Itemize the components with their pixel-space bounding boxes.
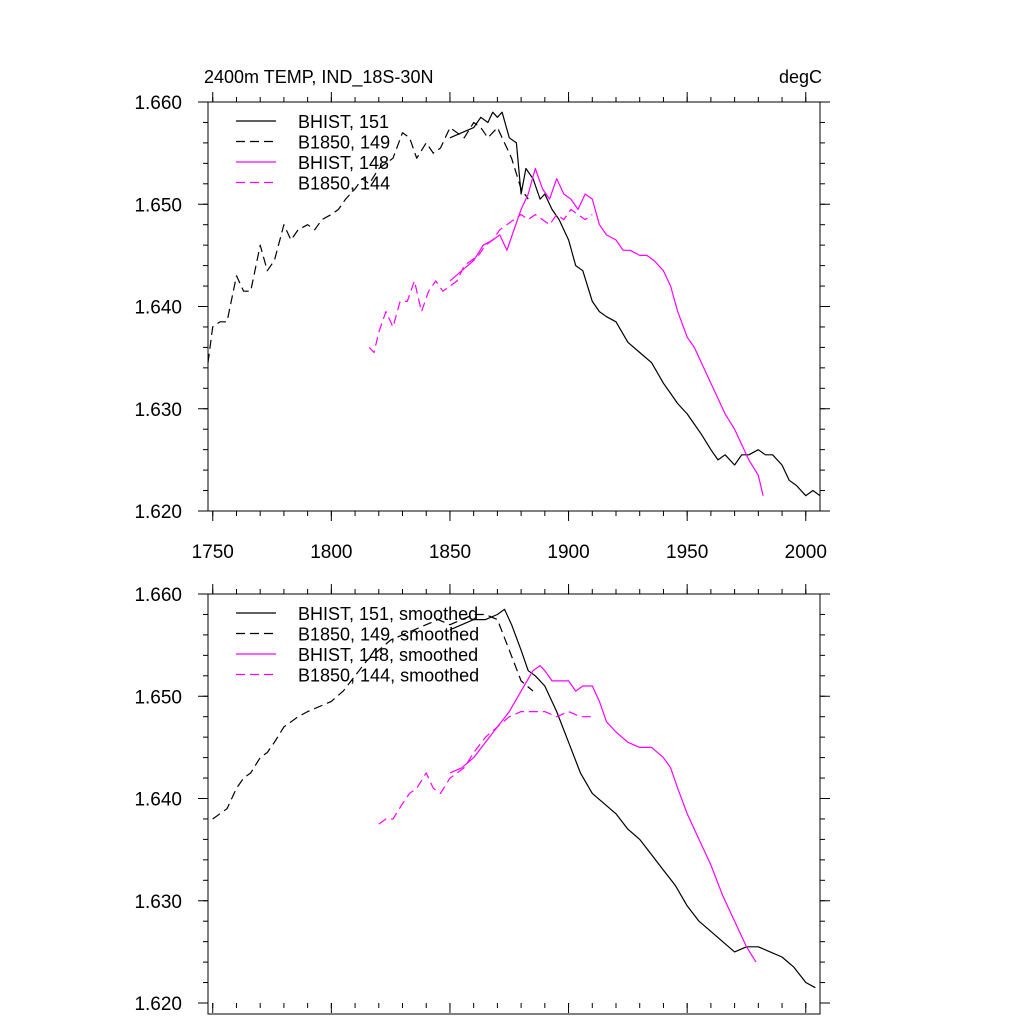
y-tick-label: 1.640 bbox=[134, 298, 182, 319]
y-tick-label: 1.660 bbox=[134, 585, 182, 606]
x-tick-label: 1750 bbox=[192, 542, 234, 563]
x-tick-label: 1800 bbox=[310, 542, 352, 563]
legend-label-0: BHIST, 151, smoothed bbox=[298, 604, 478, 624]
top-series-group bbox=[207, 111, 821, 497]
legend-label-2: BHIST, 148, smoothed bbox=[298, 645, 478, 665]
top-y-axis: 1.620 1.630 1.640 1.650 1.660 bbox=[134, 93, 830, 523]
y-tick-label: 1.620 bbox=[134, 502, 182, 523]
legend-label-0: BHIST, 151 bbox=[298, 112, 389, 132]
series-line-0 bbox=[449, 608, 816, 989]
y-tick-label: 1.640 bbox=[134, 790, 182, 811]
y-tick-label: 1.660 bbox=[134, 93, 182, 114]
series-line-1 bbox=[212, 613, 534, 820]
series-line-1 bbox=[207, 121, 529, 363]
y-tick-label: 1.620 bbox=[134, 994, 182, 1015]
x-tick-label: 1900 bbox=[547, 542, 589, 563]
series-line-0 bbox=[449, 111, 821, 497]
y-tick-label: 1.630 bbox=[134, 400, 182, 421]
x-tick-label: 1850 bbox=[429, 542, 471, 563]
legend-label-2: BHIST, 148 bbox=[298, 153, 389, 173]
bottom-panel: 1.620 1.630 1.640 1.650 1.660 BHIST, 151, sm… bbox=[134, 584, 830, 1015]
legend-label-3: B1850, 144, smoothed bbox=[298, 666, 479, 686]
series-line-3 bbox=[378, 710, 593, 825]
series-line-3 bbox=[368, 208, 593, 354]
y-tick-label: 1.630 bbox=[134, 892, 182, 913]
top-panel: 1.620 1.630 1.640 1.650 1.660 1750 1800 1850 19… bbox=[134, 92, 830, 563]
bottom-series-group bbox=[212, 608, 816, 989]
chart-units-label: degC bbox=[779, 67, 822, 87]
series-line-2 bbox=[449, 167, 764, 496]
bottom-x-axis bbox=[212, 584, 807, 1013]
legend-label-3: B1850, 144 bbox=[298, 174, 390, 194]
legend-label-1: B1850, 149 bbox=[298, 133, 390, 153]
bottom-plot-frame bbox=[207, 593, 821, 1015]
y-tick-label: 1.650 bbox=[134, 195, 182, 216]
chart-title: 2400m TEMP, IND_18S-30N bbox=[204, 67, 433, 88]
bottom-y-axis: 1.620 1.630 1.640 1.650 1.660 bbox=[134, 585, 830, 1015]
y-tick-label: 1.650 bbox=[134, 687, 182, 708]
top-x-axis: 1750 1800 1850 1900 1950 2000 bbox=[192, 92, 827, 563]
x-tick-label: 2000 bbox=[785, 542, 827, 563]
legend-label-1: B1850, 149, smoothed bbox=[298, 625, 479, 645]
series-line-2 bbox=[449, 664, 757, 963]
x-tick-label: 1950 bbox=[666, 542, 708, 563]
